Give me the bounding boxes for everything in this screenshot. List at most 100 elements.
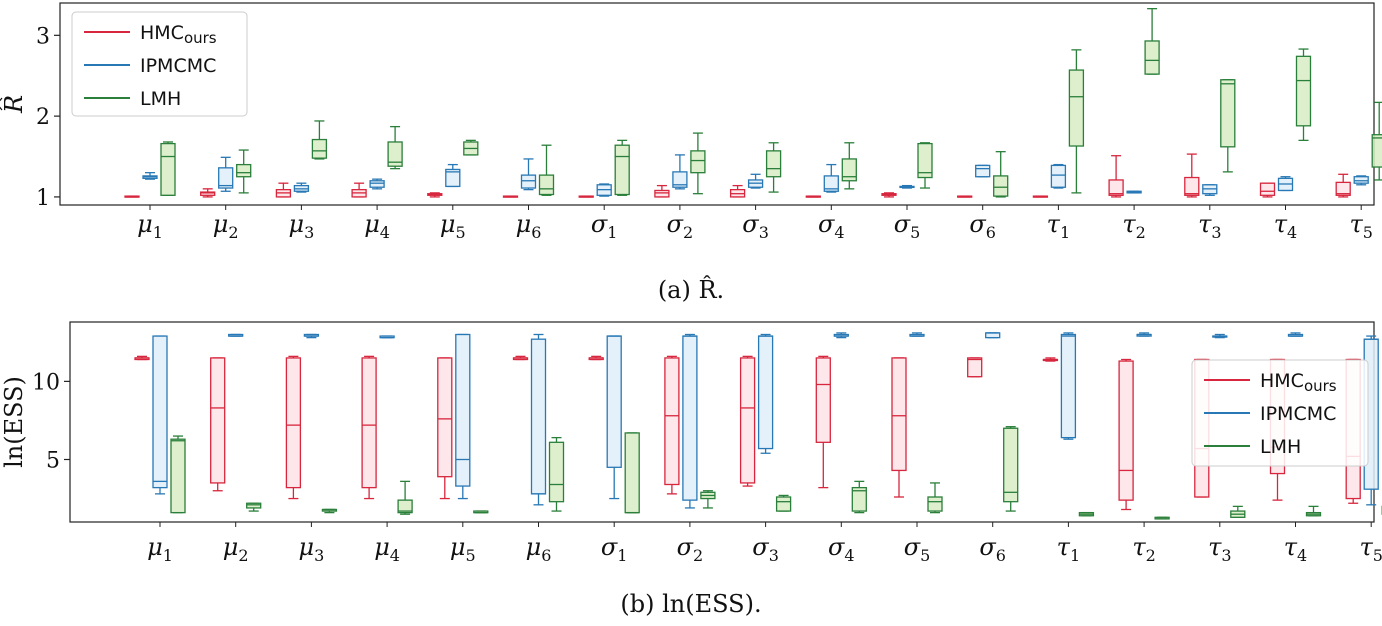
box-iqr (1003, 427, 1019, 503)
box-lmh (160, 141, 176, 196)
box-ipmcmc (1136, 332, 1152, 337)
box-ipmcmc (909, 332, 925, 337)
box-hmcours (427, 192, 443, 198)
box-lmh (321, 508, 338, 514)
box-lmh (775, 494, 792, 512)
x-tick-label: σ5 (894, 210, 921, 242)
box-lmh (614, 139, 630, 196)
x-tick-label: τ5 (1359, 533, 1382, 565)
y-tick-label: 1 (36, 186, 50, 211)
box-iqr (1353, 176, 1369, 184)
legend-label: LMH (140, 88, 181, 110)
box-lmh (1305, 505, 1322, 517)
x-tick-label: τ1 (1047, 210, 1070, 242)
y-axis-label: R (0, 95, 28, 114)
box-ipmcmc (975, 164, 991, 178)
box-iqr (1118, 360, 1134, 501)
box-iqr (654, 189, 670, 198)
rhat-accent (0, 97, 3, 111)
box-iqr (1371, 134, 1382, 168)
box-iqr (775, 496, 792, 512)
box-iqr (765, 150, 782, 178)
x-tick-label: τ3 (1198, 210, 1221, 242)
x-tick-label: σ4 (828, 533, 855, 565)
box-hmcours (739, 355, 756, 487)
x-tick-label: σ6 (969, 210, 996, 242)
box-hmcours (805, 195, 821, 198)
box-ipmcmc (823, 163, 839, 193)
box-iqr (967, 357, 983, 378)
box-hmcours (210, 357, 226, 492)
box-iqr (975, 164, 991, 178)
box-hmcours (588, 355, 604, 361)
box-iqr (538, 174, 555, 196)
x-tick-label: μ4 (374, 533, 400, 565)
box-ipmcmc (682, 333, 698, 509)
x-tick-label: σ5 (904, 533, 931, 565)
box-ipmcmc (1050, 163, 1067, 189)
box-lmh (851, 480, 867, 514)
box-lmh (246, 502, 262, 512)
box-ipmcmc (152, 335, 168, 495)
box-hmcours (502, 195, 519, 198)
box-hmcours (275, 182, 292, 198)
box-iqr (739, 357, 756, 484)
legend-box (71, 11, 248, 117)
box-lmh (397, 480, 413, 515)
box-iqr (757, 335, 774, 450)
box-iqr (285, 357, 302, 489)
box-hmcours (512, 355, 529, 361)
x-tick-label: τ2 (1132, 533, 1155, 565)
box-lmh (690, 132, 706, 195)
box-hmcours (1184, 153, 1200, 198)
caption-a: (a) R̂. (658, 276, 724, 304)
box-lmh (927, 482, 943, 514)
box-lmh (1220, 79, 1236, 173)
box-hmcours (664, 355, 680, 495)
box-iqr (927, 496, 943, 512)
box-iqr (664, 357, 680, 486)
x-tick-label: μ1 (137, 210, 163, 242)
box-lmh (1003, 426, 1019, 512)
legend-label: HMCours (140, 22, 217, 47)
box-hmcours (1042, 357, 1059, 362)
y-tick-label: 5 (46, 449, 60, 474)
box-iqr (445, 168, 461, 188)
box-lmh (1078, 511, 1095, 517)
box-iqr (1184, 176, 1200, 196)
box-ipmcmc (303, 333, 320, 339)
box-hmcours (729, 184, 746, 198)
box-ipmcmc (445, 163, 461, 188)
box-ipmcmc (1277, 176, 1294, 192)
x-tick-label: μ6 (516, 210, 542, 242)
box-hmcours (1335, 173, 1351, 198)
box-hmcours (578, 195, 594, 198)
box-lmh (1295, 48, 1312, 142)
box-ipmcmc (606, 335, 622, 500)
box-iqr (841, 158, 857, 182)
box-ipmcmc (530, 333, 547, 506)
box-iqr (682, 335, 698, 501)
box-ipmcmc (1353, 175, 1369, 186)
box-hmcours (891, 357, 907, 498)
box-ipmcmc (985, 332, 1001, 339)
plot-frame (69, 321, 1375, 523)
legend-label: IPMCMC (1260, 403, 1336, 425)
box-ipmcmc (757, 333, 774, 454)
box-iqr (624, 432, 640, 514)
legend-label: IPMCMC (140, 55, 216, 77)
box-hmcours (1259, 182, 1276, 198)
box-ipmcmc (672, 154, 688, 190)
box-ipmcmc (747, 173, 764, 189)
legend: HMCours IPMCMC LMH (1191, 359, 1369, 467)
box-iqr (218, 167, 234, 189)
box-lmh (1230, 505, 1246, 518)
box-lmh (236, 149, 252, 194)
box-lmh (1371, 101, 1382, 181)
box-iqr (690, 150, 706, 174)
x-tick-label: τ4 (1274, 210, 1297, 242)
legend-box (1191, 359, 1369, 467)
x-tick-label: μ5 (450, 533, 476, 565)
box-lmh (1068, 49, 1085, 194)
